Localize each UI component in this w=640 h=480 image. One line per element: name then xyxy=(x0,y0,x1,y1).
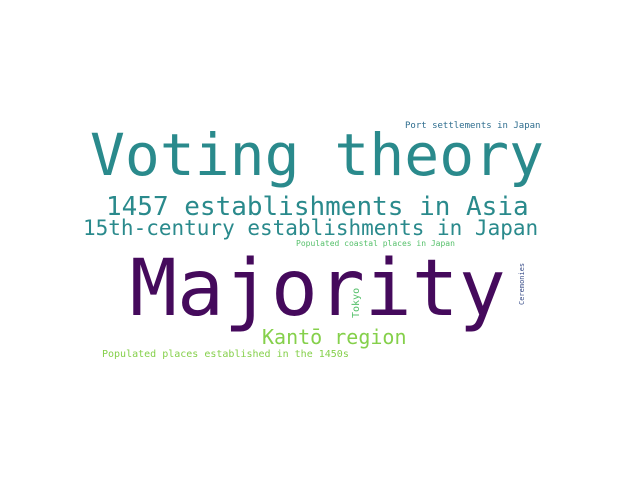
word-15th-century-establishments-in-japan: 15th-century establishments in Japan xyxy=(83,216,539,240)
word-kanto-region: Kantō region xyxy=(262,325,407,349)
word-1457-establishments-in-asia: 1457 establishments in Asia xyxy=(106,192,529,222)
word-ceremonies: Ceremonies xyxy=(518,262,526,305)
word-tokyo: Tokyo xyxy=(351,287,362,318)
word-voting-theory: Voting theory xyxy=(90,121,544,189)
word-populated-coastal-places: Populated coastal places in Japan xyxy=(296,239,455,248)
word-majority: Majority xyxy=(130,244,506,334)
word-port-settlements: Port settlements in Japan xyxy=(405,121,541,131)
word-populated-places-1450s: Populated places established in the 1450… xyxy=(102,349,349,360)
